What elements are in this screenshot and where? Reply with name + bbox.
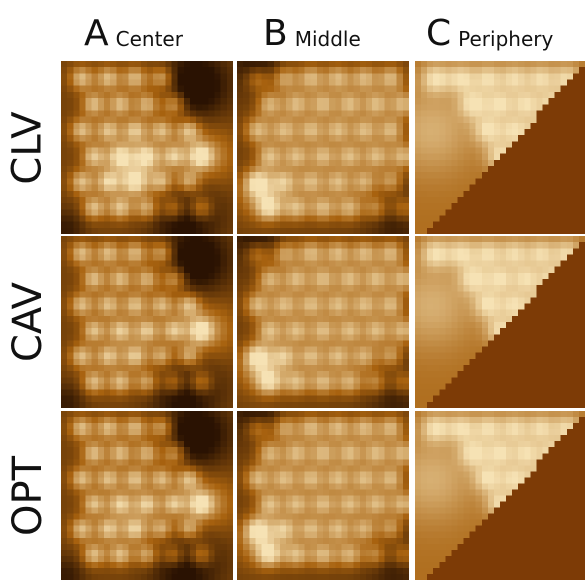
panel-cav-periphery <box>415 236 585 408</box>
column-letter-c: C <box>426 13 452 54</box>
column-header-b: B Middle <box>263 8 361 54</box>
column-name-center: Center <box>115 27 183 51</box>
column-header-a: A Center <box>84 8 183 54</box>
panel-cav-center <box>61 236 233 408</box>
panel-cav-middle-image <box>237 236 409 408</box>
panel-opt-center-image <box>61 411 233 580</box>
panel-clv-middle <box>237 61 409 234</box>
panel-opt-center <box>61 411 233 580</box>
panel-clv-center-image <box>61 61 233 234</box>
panel-opt-periphery-image <box>415 411 585 580</box>
panel-cav-center-image <box>61 236 233 408</box>
column-name-middle: Middle <box>294 27 361 51</box>
column-letter-a: A <box>84 13 109 54</box>
column-header-c: C Periphery <box>426 8 553 54</box>
column-letter-b: B <box>263 13 288 54</box>
panel-cav-periphery-image <box>415 236 585 408</box>
panel-clv-center <box>61 61 233 234</box>
panel-clv-periphery-image <box>415 61 585 234</box>
panel-clv-middle-image <box>237 61 409 234</box>
row-label-cav: CAV <box>5 281 52 363</box>
panel-cav-middle <box>237 236 409 408</box>
column-name-periphery: Periphery <box>458 27 554 51</box>
panel-opt-middle-image <box>237 411 409 580</box>
panel-clv-periphery <box>415 61 585 234</box>
row-label-opt: OPT <box>5 455 52 536</box>
panel-opt-periphery <box>415 411 585 580</box>
panel-opt-middle <box>237 411 409 580</box>
row-label-clv: CLV <box>5 110 51 185</box>
